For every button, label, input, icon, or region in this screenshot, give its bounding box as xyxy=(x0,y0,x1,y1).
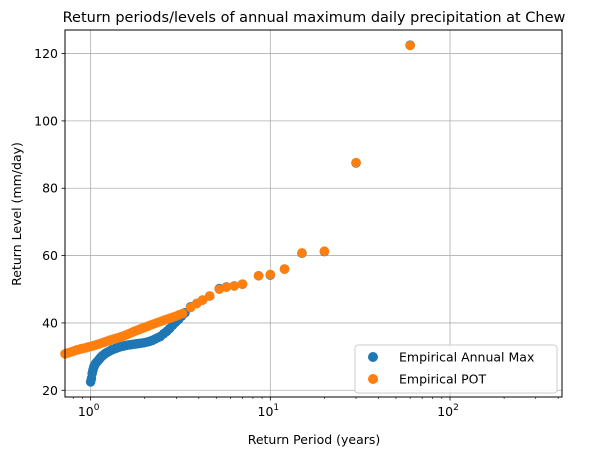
legend-label-annual-max: Empirical Annual Max xyxy=(399,350,534,365)
x-axis-label: Return Period (years) xyxy=(248,432,381,447)
y-axis-label: Return Level (mm/day) xyxy=(9,142,24,286)
grid-lines xyxy=(65,30,562,397)
pot-point xyxy=(177,308,188,319)
x-tick-label: 101 xyxy=(258,403,280,419)
y-tick-label: 60 xyxy=(42,248,58,263)
legend-marker-pot xyxy=(368,374,378,384)
y-tick-label: 20 xyxy=(42,383,58,398)
plot-frame xyxy=(64,29,563,398)
chart-title: Return periods/levels of annual maximum … xyxy=(63,10,566,26)
legend-label-pot: Empirical POT xyxy=(399,372,486,387)
series-1 xyxy=(60,40,415,359)
pot-point xyxy=(297,248,307,258)
pot-point xyxy=(319,246,330,257)
pot-point xyxy=(405,40,415,51)
x-axis-ticks: 100 101 102 xyxy=(72,397,559,419)
y-axis-ticks: 20 40 60 80 100 120 xyxy=(34,46,65,398)
plot-area xyxy=(65,30,562,397)
y-tick-label: 80 xyxy=(42,181,58,196)
pot-point xyxy=(253,270,264,281)
pot-point xyxy=(237,279,248,290)
legend-box xyxy=(354,344,558,394)
legend-marker-annual-max xyxy=(368,352,378,362)
pot-point xyxy=(197,295,208,305)
y-tick-label: 100 xyxy=(34,113,58,128)
pot-point xyxy=(204,291,215,301)
data-points xyxy=(60,40,415,387)
legend: Empirical Annual Max Empirical POT xyxy=(354,344,558,394)
pot-point xyxy=(279,264,290,274)
y-tick-label: 120 xyxy=(34,46,58,61)
x-tick-label: 100 xyxy=(78,403,100,419)
pot-point xyxy=(221,282,232,293)
pot-point xyxy=(265,269,276,280)
x-tick-label: 102 xyxy=(437,403,459,419)
pot-point xyxy=(351,157,361,168)
y-tick-label: 40 xyxy=(42,315,58,330)
pot-point xyxy=(229,281,240,291)
